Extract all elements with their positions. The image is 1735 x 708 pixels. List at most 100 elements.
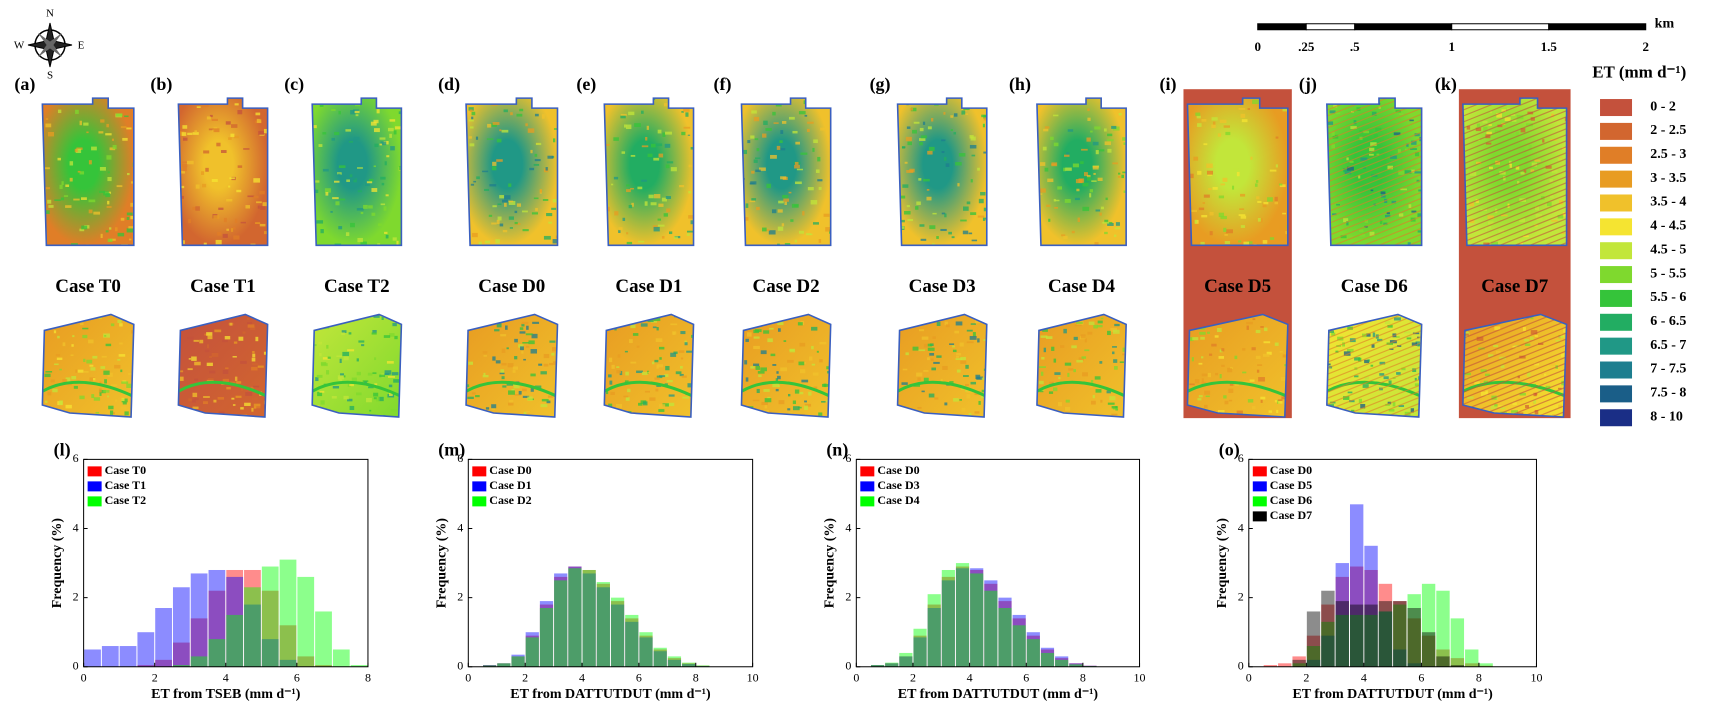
- map-pixel: [522, 342, 530, 344]
- map-pixel: [1075, 179, 1083, 184]
- map-pixel: [826, 366, 830, 370]
- map-pixel: [1205, 395, 1210, 398]
- map-pixel: [1099, 212, 1102, 216]
- map-pixel: [67, 383, 72, 386]
- histogram-bar: [625, 618, 639, 667]
- map-pixel: [109, 238, 116, 241]
- histogram-bar: [596, 582, 610, 667]
- map-pixel: [1114, 323, 1120, 327]
- map-pixel: [932, 212, 937, 215]
- map-pixel: [373, 119, 379, 124]
- map-pixel: [1084, 338, 1087, 343]
- histogram-bar: [568, 568, 582, 667]
- map-pixel: [1046, 101, 1050, 103]
- legend-label: Case D0: [489, 463, 531, 477]
- map-pixel: [1407, 242, 1411, 246]
- map-pixel: [663, 213, 668, 217]
- map-pixel: [617, 354, 621, 358]
- map-pixel: [1463, 333, 1469, 336]
- map-pixel: [338, 165, 346, 169]
- legend-label: 6 - 6.5: [1650, 314, 1686, 329]
- map-pixel: [553, 105, 558, 108]
- x-tick-label: 8: [365, 671, 371, 685]
- map-pixel: [1469, 202, 1475, 207]
- panel-letter: (g): [870, 74, 891, 95]
- y-tick-label: 2: [457, 589, 463, 603]
- map-pixel: [1538, 388, 1542, 393]
- map-pixel: [218, 207, 224, 210]
- histogram-bar: [899, 656, 913, 667]
- map-pixel: [252, 353, 256, 358]
- map-pixel: [105, 343, 112, 347]
- map-pixel: [658, 346, 665, 350]
- scale-segment: [1451, 23, 1550, 31]
- map-pixel: [252, 397, 259, 401]
- map-pixel: [794, 164, 800, 169]
- map-pixel: [50, 320, 56, 323]
- histogram-bar: [913, 637, 927, 667]
- map-pixel: [1233, 168, 1239, 170]
- histogram-bar: [653, 649, 667, 667]
- map-pixel: [315, 377, 319, 382]
- map-pixel: [641, 145, 649, 148]
- legend-swatch: [1600, 289, 1633, 307]
- map-pixel: [1370, 364, 1374, 367]
- map-pixel: [543, 363, 549, 367]
- map-pixel: [665, 196, 671, 199]
- map-pixel: [678, 100, 685, 104]
- map-pixel: [753, 363, 760, 367]
- map-pixel: [680, 331, 686, 335]
- map-stripe: [1327, 54, 1422, 92]
- map-pixel: [948, 231, 952, 235]
- map-pixel: [1085, 98, 1089, 101]
- map-pixel: [375, 396, 380, 402]
- map-pixel: [1414, 383, 1422, 387]
- map-pixel: [1269, 237, 1275, 240]
- panel-letter: (j): [1299, 74, 1317, 95]
- map-pixel: [655, 338, 663, 343]
- map-stripe: [1326, 359, 1422, 399]
- map-pixel: [1204, 404, 1208, 409]
- map-pixel: [1208, 187, 1212, 191]
- map-pixel: [468, 107, 474, 111]
- map-pixel: [348, 315, 352, 319]
- histogram-bar: [1349, 566, 1364, 667]
- histogram-bar: [1292, 663, 1306, 667]
- map-pixel: [1039, 162, 1046, 166]
- y-axis-label: Frequency (%): [435, 518, 450, 609]
- map-pixel: [117, 359, 121, 361]
- map-pixel: [377, 243, 381, 246]
- map-stripe: [1326, 227, 1422, 246]
- map-pixel: [1238, 240, 1242, 243]
- map-pixel: [1055, 199, 1060, 202]
- legend-swatch: [1252, 496, 1267, 507]
- map-pixel: [618, 227, 623, 231]
- map-pixel: [1107, 402, 1115, 405]
- map-pixel: [902, 146, 906, 149]
- map-pixel: [86, 359, 93, 364]
- histogram-bar: [525, 635, 539, 667]
- map-stripe: [1326, 209, 1422, 246]
- map-pixel: [1483, 126, 1488, 132]
- map-pixel: [1417, 213, 1422, 217]
- x-tick-label: 8: [1476, 671, 1482, 685]
- map-pixel: [1282, 212, 1287, 215]
- map-pixel: [471, 232, 478, 238]
- map-pixel: [1060, 345, 1065, 348]
- map-pixel: [1198, 362, 1203, 365]
- map-pixel: [670, 352, 677, 357]
- map-pixel: [626, 232, 629, 235]
- map-pixel: [98, 131, 104, 134]
- map-pixel: [1122, 171, 1127, 174]
- legend-swatch: [472, 466, 487, 477]
- histogram-bar: [639, 637, 653, 667]
- map-pixel: [252, 363, 259, 366]
- map-pixel: [187, 368, 193, 371]
- map-pixel: [1362, 384, 1369, 388]
- map-pixel: [242, 331, 246, 334]
- map-pixel: [1498, 229, 1505, 234]
- map-pixel: [1519, 218, 1526, 223]
- map-pixel: [1200, 336, 1205, 340]
- legend-swatch: [1600, 170, 1633, 188]
- map-pixel: [1342, 342, 1345, 347]
